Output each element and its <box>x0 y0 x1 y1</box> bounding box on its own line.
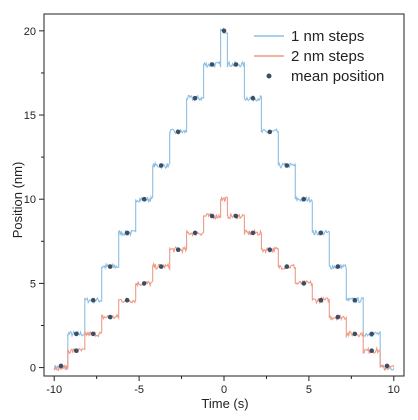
x-tick-label: 5 <box>306 384 312 396</box>
mean-point <box>233 62 239 67</box>
y-axis-title: Position (nm) <box>10 162 25 239</box>
mean-point <box>158 163 164 168</box>
mean-point <box>301 196 307 202</box>
legend: 1 nm steps 2 nm steps mean position <box>254 28 384 85</box>
mean-point <box>250 95 256 101</box>
legend-swatch-mean <box>266 73 272 79</box>
mean-point <box>192 230 198 236</box>
mean-point <box>192 95 198 101</box>
x-tick-label: -5 <box>134 384 144 396</box>
mean-point <box>209 62 215 67</box>
mean-point <box>175 247 181 252</box>
legend-label-1nm: 1 nm steps <box>291 28 364 45</box>
mean-point <box>209 213 215 219</box>
mean-point <box>58 363 64 369</box>
mean-point <box>335 314 341 320</box>
mean-point <box>90 331 96 337</box>
y-tick-label: 0 <box>30 363 36 375</box>
mean-point <box>90 297 96 303</box>
y-tick-label: 10 <box>24 194 36 206</box>
mean-point <box>352 331 358 337</box>
y-tick-label: 20 <box>24 26 36 38</box>
axes-layer: -10 -5 0 5 10 0 5 10 15 20 <box>24 13 405 396</box>
mean-point <box>267 247 273 252</box>
mean-point <box>369 331 375 337</box>
mean-point <box>141 281 147 286</box>
mean-point <box>335 264 341 269</box>
mean-point <box>284 163 290 168</box>
mean-point <box>384 363 390 369</box>
y-tick-label: 15 <box>24 110 36 122</box>
mean-point <box>74 348 79 354</box>
x-tick-label: 10 <box>388 384 400 396</box>
x-tick-label: 0 <box>221 384 227 396</box>
legend-label-2nm: 2 nm steps <box>291 48 364 65</box>
mean-point <box>107 264 113 269</box>
mean-point <box>107 314 113 320</box>
x-tick-label: -10 <box>46 384 62 396</box>
mean-point <box>250 230 256 236</box>
legend-label-mean: mean position <box>291 68 384 85</box>
x-axis-title: Time (s) <box>201 396 248 411</box>
mean-point <box>124 297 130 303</box>
mean-point <box>74 331 79 337</box>
mean-point <box>175 129 181 135</box>
mean-point <box>369 348 375 354</box>
mean-point <box>233 213 239 219</box>
mean-point <box>267 129 273 135</box>
mean-point <box>352 297 358 303</box>
mean-point <box>221 28 227 34</box>
mean-point <box>318 297 324 303</box>
mean-point <box>141 196 147 202</box>
mean-point <box>318 230 324 236</box>
mean-point <box>284 264 290 269</box>
mean-point <box>158 264 164 269</box>
mean-point <box>301 281 307 286</box>
mean-point <box>124 230 130 236</box>
plot-layer <box>53 27 395 372</box>
y-tick-label: 5 <box>30 278 36 290</box>
